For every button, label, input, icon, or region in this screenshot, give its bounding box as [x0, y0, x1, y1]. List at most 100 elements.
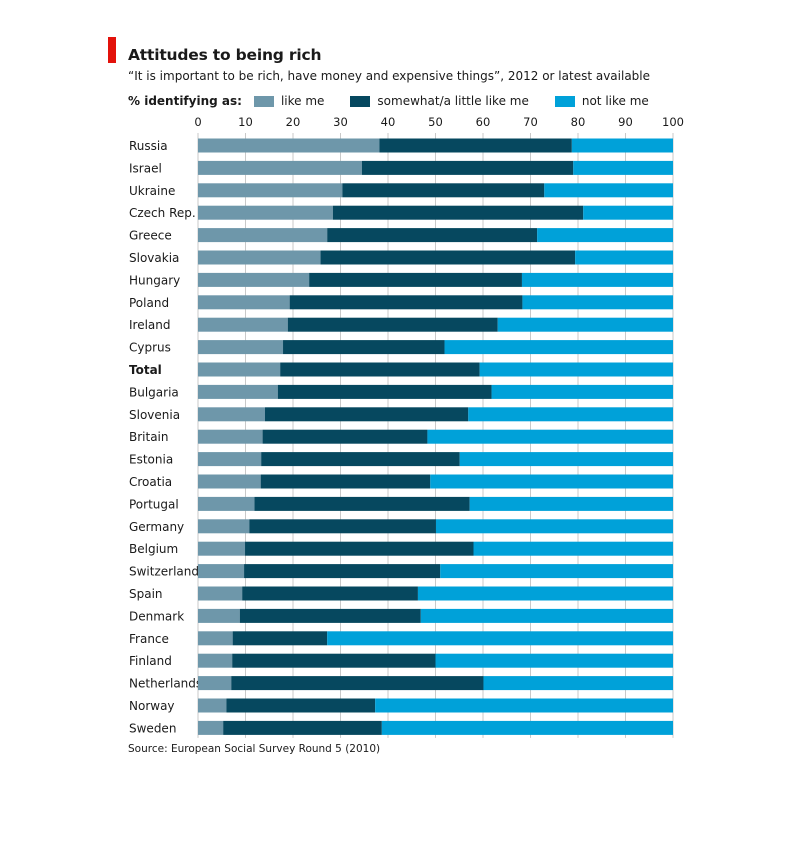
bar-segment: [198, 676, 232, 691]
category-label: Finland: [129, 654, 172, 668]
category-label: Slovenia: [129, 408, 180, 422]
category-label: Ukraine: [129, 184, 175, 198]
bar-segment: [198, 228, 328, 243]
bar-segment: [375, 698, 673, 713]
category-label: Israel: [129, 161, 162, 175]
bar-segment: [289, 295, 523, 310]
category-label: Norway: [129, 699, 175, 713]
bar-segment: [440, 564, 673, 579]
bar-segment: [198, 429, 263, 444]
legend-item-not-like-me: not like me: [554, 94, 649, 108]
bar-segment: [198, 160, 362, 175]
bar-segment: [332, 205, 584, 220]
legend-title: % identifying as:: [128, 94, 242, 108]
bar-segment: [249, 519, 436, 534]
category-label: Poland: [129, 296, 169, 310]
x-tick-label: 100: [662, 115, 684, 129]
category-label: Portugal: [129, 497, 179, 511]
bar-segment: [242, 586, 418, 601]
bar-segment: [473, 541, 673, 556]
category-label: Germany: [129, 520, 184, 534]
bar-segment: [198, 340, 284, 355]
bar-segment: [575, 250, 673, 265]
bar-segment: [198, 384, 278, 399]
category-label: France: [129, 632, 169, 646]
bar-segment: [435, 653, 673, 668]
category-label: Cyprus: [129, 341, 171, 355]
legend-swatch: [554, 95, 575, 107]
bar-segment: [491, 384, 673, 399]
bar-segment: [198, 452, 262, 467]
bar-segment: [435, 519, 673, 534]
x-tick-label: 0: [194, 115, 201, 129]
bar-segment: [309, 272, 522, 287]
legend-item-like-me: like me: [253, 94, 325, 108]
category-label: Bulgaria: [129, 385, 179, 399]
bar-segment: [198, 250, 321, 265]
bar-segment: [327, 631, 673, 646]
bar-segment: [198, 317, 288, 332]
category-label: Denmark: [129, 609, 184, 623]
legend-label: like me: [280, 94, 325, 108]
bar-segment: [521, 272, 673, 287]
category-label: Netherlands: [129, 677, 202, 691]
bar-segment: [198, 608, 240, 623]
chart-subtitle: “It is important to be rich, have money …: [128, 69, 651, 83]
bar-segment: [459, 452, 673, 467]
bar-segment: [232, 631, 328, 646]
bar-segment: [231, 676, 484, 691]
bar-segment: [198, 474, 261, 489]
category-label: Greece: [129, 229, 172, 243]
x-tick-label: 40: [381, 115, 396, 129]
bar-segment: [381, 720, 673, 735]
x-tick-label: 60: [476, 115, 491, 129]
bar-segment: [198, 362, 281, 377]
legend-item-somewhat-like-me: somewhat/a little like me: [350, 94, 529, 108]
bar-segment: [198, 138, 380, 153]
bar-segment: [198, 698, 227, 713]
bar-segment: [427, 429, 673, 444]
bar-segment: [260, 474, 431, 489]
x-tick-label: 80: [571, 115, 586, 129]
source-note: Source: European Social Survey Round 5 (…: [128, 743, 381, 755]
chart-title: Attitudes to being rich: [128, 46, 322, 64]
bar-segment: [479, 362, 673, 377]
category-label: Sweden: [129, 721, 176, 735]
bar-segment: [320, 250, 576, 265]
category-label: Croatia: [129, 475, 172, 489]
category-label: Ireland: [129, 318, 171, 332]
bar-segment: [361, 160, 574, 175]
x-tick-label: 30: [333, 115, 348, 129]
bar-segment: [420, 608, 673, 623]
bar-segment: [583, 205, 673, 220]
category-label: Czech Rep.: [129, 206, 196, 220]
bar-segment: [417, 586, 673, 601]
x-tick-label: 50: [428, 115, 443, 129]
bar-segment: [544, 183, 673, 198]
bar-segment: [283, 340, 445, 355]
bar-segment: [287, 317, 498, 332]
bar-segment: [483, 676, 673, 691]
bar-segment: [232, 653, 436, 668]
bar-segment: [379, 138, 572, 153]
bar-segment: [198, 295, 290, 310]
bar-segment: [198, 653, 233, 668]
bar-segment: [468, 407, 673, 422]
x-tick-label: 20: [286, 115, 301, 129]
bar-segment: [198, 564, 245, 579]
category-label: Switzerland: [129, 565, 199, 579]
bar-segment: [264, 407, 469, 422]
bar-segment: [198, 720, 224, 735]
bar-segment: [497, 317, 673, 332]
legend-label: somewhat/a little like me: [377, 94, 529, 108]
bar-segment: [571, 138, 673, 153]
bar-segment: [262, 429, 428, 444]
bar-segment: [226, 698, 376, 713]
bar-segment: [522, 295, 673, 310]
bar-segment: [280, 362, 480, 377]
category-label: Hungary: [129, 273, 180, 287]
category-label: Britain: [129, 430, 169, 444]
bar-segment: [198, 205, 333, 220]
brand-red-tab: [108, 37, 116, 63]
